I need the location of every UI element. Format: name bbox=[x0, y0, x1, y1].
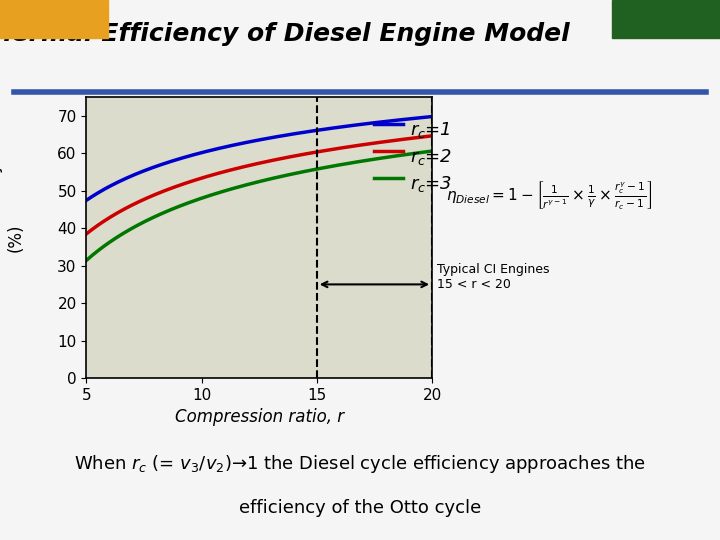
Text: $\eta_{Diesel} = 1 - \left[\frac{1}{r^{\gamma-1}} \times \frac{1}{\gamma} \times: $\eta_{Diesel} = 1 - \left[\frac{1}{r^{\… bbox=[446, 179, 652, 212]
$r_c$=1 bbox=[82, 197, 91, 204]
Text: When $r_c$ (= $v_3$/$v_2$)→1 the Diesel cycle efficiency approaches the: When $r_c$ (= $v_3$/$v_2$)→1 the Diesel … bbox=[74, 454, 646, 475]
Text: efficiency of the Otto cycle: efficiency of the Otto cycle bbox=[239, 498, 481, 517]
$r_c$=3 bbox=[82, 257, 91, 264]
Line: $r_c$=3: $r_c$=3 bbox=[86, 151, 432, 260]
$r_c$=2 bbox=[287, 153, 295, 160]
$r_c$=2 bbox=[84, 230, 92, 236]
$r_c$=2 bbox=[428, 133, 436, 139]
$r_c$=2 bbox=[374, 139, 382, 146]
$r_c$=2 bbox=[294, 152, 302, 159]
$r_c$=1 bbox=[287, 131, 295, 138]
$r_c$=3 bbox=[84, 256, 92, 262]
$r_c$=1 bbox=[428, 113, 436, 120]
$r_c$=3 bbox=[428, 148, 436, 154]
$r_c$=1 bbox=[294, 130, 302, 137]
$r_c$=3 bbox=[288, 171, 297, 177]
Text: Thermal Efficiency of Diesel Engine Model: Thermal Efficiency of Diesel Engine Mode… bbox=[0, 22, 570, 46]
$r_c$=1 bbox=[288, 131, 297, 137]
Y-axis label: Thermal efficiency,
(%): Thermal efficiency, (%) bbox=[0, 158, 24, 318]
X-axis label: Compression ratio, r: Compression ratio, r bbox=[175, 408, 343, 426]
$r_c$=1 bbox=[374, 119, 382, 126]
$r_c$=3 bbox=[294, 170, 302, 176]
Text: $r_c$=2: $r_c$=2 bbox=[410, 146, 453, 167]
Text: Typical CI Engines
15 < r < 20: Typical CI Engines 15 < r < 20 bbox=[436, 263, 549, 291]
$r_c$=1 bbox=[395, 117, 404, 123]
Text: $r_c$=3: $r_c$=3 bbox=[410, 173, 453, 194]
$r_c$=2 bbox=[82, 231, 91, 237]
Line: $r_c$=1: $r_c$=1 bbox=[86, 117, 432, 200]
$r_c$=2 bbox=[395, 137, 404, 143]
$r_c$=3 bbox=[395, 152, 404, 159]
Line: $r_c$=2: $r_c$=2 bbox=[86, 136, 432, 234]
$r_c$=2 bbox=[288, 153, 297, 160]
$r_c$=3 bbox=[374, 156, 382, 162]
$r_c$=1 bbox=[84, 196, 92, 202]
$r_c$=3 bbox=[287, 171, 295, 178]
Text: $r_c$=1: $r_c$=1 bbox=[410, 119, 451, 140]
